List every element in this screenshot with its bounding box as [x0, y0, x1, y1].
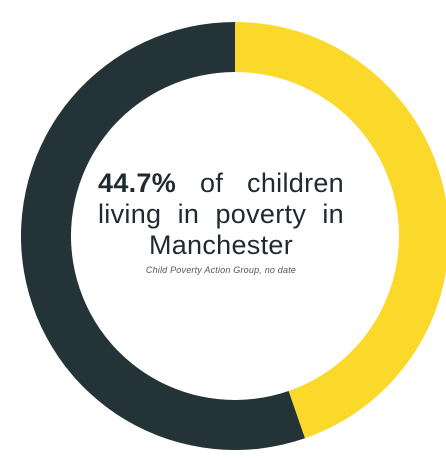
headline-percentage: 44.7% [98, 168, 177, 198]
headline-text-1: of children [200, 168, 344, 198]
headline-line-1: 44.7% of children [98, 168, 344, 199]
headline-line-3: Manchester [148, 230, 294, 260]
headline-line-2: living in poverty in [98, 199, 344, 229]
slice-poverty [235, 22, 446, 439]
source-citation: Child Poverty Action Group, no date [145, 265, 297, 275]
chart-center-label: 44.7% of children living in poverty in M… [98, 168, 344, 275]
slice-other [20, 22, 305, 450]
